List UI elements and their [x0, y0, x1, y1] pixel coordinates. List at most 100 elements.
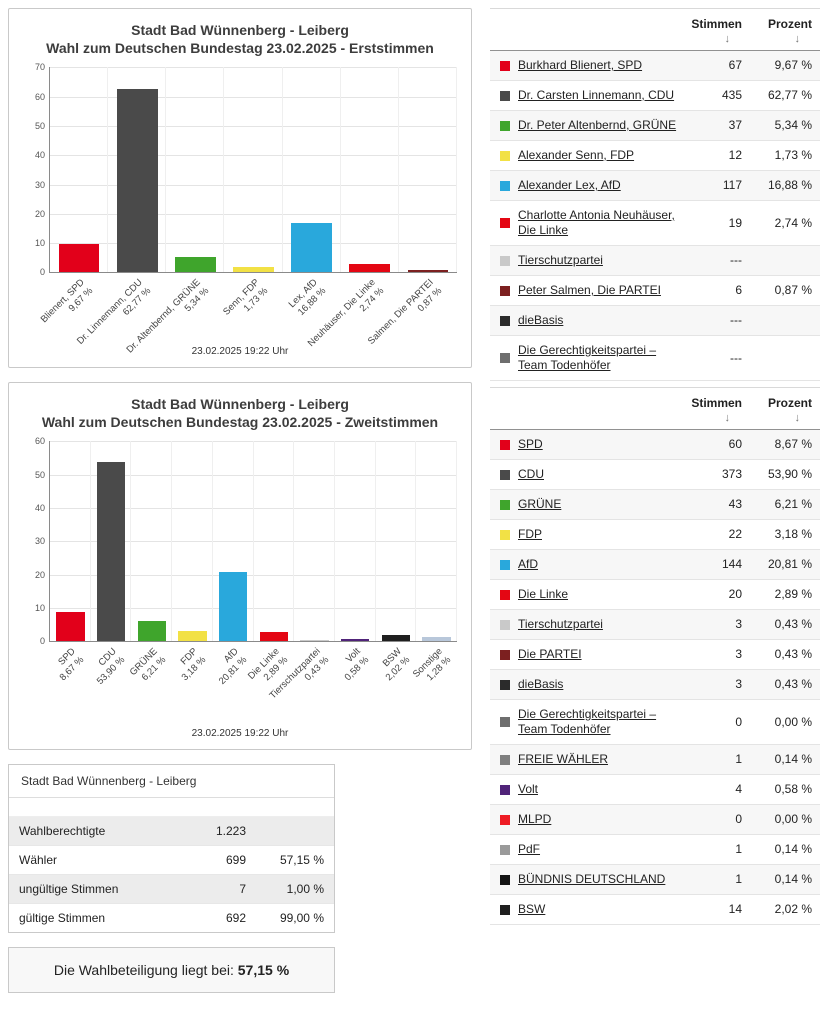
sort-stimmen-icon[interactable]: ↓	[725, 34, 743, 45]
party-color-swatch	[500, 754, 510, 765]
sort-prozent-icon[interactable]: ↓	[795, 34, 813, 45]
party-link[interactable]: Die Gerechtigkeitspartei – Team Todenhöf…	[518, 707, 657, 736]
prozent-value: 2,74 %	[774, 215, 812, 230]
prozent-value: 3,18 %	[774, 527, 812, 541]
prozent-value: 1,73 %	[774, 148, 812, 162]
table-row: PdF 1 0,14 %	[490, 835, 820, 865]
erststimmen-plot-area: 0 10 20 30 40 50 60 70 Blienert, SPD 9,67 % Dr. Li…	[35, 62, 457, 356]
party-link[interactable]: Charlotte Antonia Neuhäuser, Die Linke	[518, 208, 675, 237]
party-link[interactable]: Alexander Senn, FDP	[518, 148, 635, 162]
gridline-vertical	[397, 67, 399, 273]
party-link[interactable]: SPD	[518, 437, 543, 451]
stimmen-value: 117	[722, 178, 742, 192]
table-header: Stimmen ↓ Prozent ↓	[490, 387, 820, 430]
table-row: Dr. Peter Altenbernd, GRÜNE 37 5,34 %	[490, 111, 820, 141]
gridline	[50, 184, 457, 186]
party-link[interactable]: Die Linke	[518, 587, 569, 601]
summary-percent: 99,00 %	[279, 911, 324, 925]
chart-timestamp: 23.02.2025 19:22 Uhr	[191, 728, 289, 739]
summary-label: Wahlberechtigte	[19, 824, 106, 838]
right-column: Stimmen ↓ Prozent ↓ Burkhard Blienert, SPD 67…	[490, 8, 820, 931]
party-color-swatch	[500, 874, 510, 885]
sort-stimmen-icon[interactable]: ↓	[725, 413, 743, 424]
table-row: MLPD 0 0,00 %	[490, 805, 820, 835]
gridline	[50, 96, 457, 98]
table-row: Volt 4 0,58 %	[490, 775, 820, 805]
party-color-swatch	[500, 619, 510, 630]
summary-row: Wähler 699 57,15 %	[9, 846, 334, 875]
prozent-value: 0,14 %	[774, 872, 812, 886]
party-link[interactable]: CDU	[518, 467, 544, 481]
prozent-value: 20,81 %	[767, 557, 812, 571]
summary-row: gültige Stimmen 692 99,00 %	[9, 904, 334, 932]
party-link[interactable]: Die Gerechtigkeitspartei – Team Todenhöf…	[518, 343, 657, 372]
gridline-vertical	[456, 67, 457, 273]
table-row: Peter Salmen, Die PARTEI 6 0,87 %	[490, 276, 820, 306]
y-axis-tick: 60	[34, 436, 45, 447]
party-link[interactable]: Peter Salmen, Die PARTEI	[518, 283, 661, 297]
party-link[interactable]: dieBasis	[518, 677, 564, 691]
party-color-swatch	[500, 499, 510, 510]
stimmen-value: 0	[735, 714, 742, 729]
stimmen-value: 144	[721, 557, 742, 571]
bar-tierschutzpartei	[300, 639, 329, 642]
gridline-vertical	[456, 441, 457, 642]
summary-label: Wähler	[19, 853, 58, 867]
summary-percent: 57,15 %	[279, 853, 324, 867]
bar-afd	[218, 572, 248, 642]
column-header-label: Prozent	[767, 17, 812, 31]
stimmen-value: 22	[728, 527, 742, 541]
party-link[interactable]: PdF	[518, 842, 541, 856]
left-column: Stadt Bad Wünnenberg - Leiberg Wahl zum …	[8, 8, 472, 993]
stimmen-value: 12	[728, 148, 742, 162]
bar-dr-altenbernd-grüne	[175, 256, 216, 273]
gridline-vertical	[165, 67, 167, 273]
stimmen-value: ---	[730, 350, 742, 365]
table-row: FREIE WÄHLER 1 0,14 %	[490, 745, 820, 775]
table-header: Stimmen ↓ Prozent ↓	[490, 8, 820, 51]
prozent-value: 6,21 %	[774, 497, 812, 511]
party-color-swatch	[500, 679, 510, 690]
party-link[interactable]: dieBasis	[518, 313, 564, 327]
column-header-label: Prozent	[767, 396, 812, 410]
bar-blienert-spd	[58, 244, 100, 273]
party-link[interactable]: FDP	[518, 527, 542, 541]
party-link[interactable]: AfD	[518, 557, 539, 571]
party-link[interactable]: Alexander Lex, AfD	[518, 178, 621, 192]
party-link[interactable]: Tierschutzpartei	[518, 253, 603, 267]
table-row: Die Gerechtigkeitspartei – Team Todenhöf…	[490, 700, 820, 745]
sort-prozent-icon[interactable]: ↓	[795, 413, 813, 424]
party-link[interactable]: Tierschutzpartei	[518, 617, 603, 631]
gridline-vertical	[171, 441, 173, 642]
stimmen-value: 1	[735, 842, 742, 856]
party-link[interactable]: Volt	[518, 782, 539, 796]
party-link[interactable]: MLPD	[518, 812, 552, 826]
party-link[interactable]: GRÜNE	[518, 497, 562, 511]
stimmen-value: 6	[735, 283, 742, 297]
party-link[interactable]: Dr. Peter Altenbernd, GRÜNE	[518, 118, 677, 132]
bar-salmen-die-partei	[407, 269, 449, 273]
party-link[interactable]: FREIE WÄHLER	[518, 752, 609, 766]
gridline	[50, 125, 457, 127]
gridline-vertical	[281, 67, 283, 273]
party-color-swatch	[500, 285, 510, 296]
party-link[interactable]: BÜNDNIS DEUTSCHLAND	[518, 872, 666, 886]
gridline	[50, 474, 457, 476]
table-row: Tierschutzpartei 3 0,43 %	[490, 610, 820, 640]
table-row: BSW 14 2,02 %	[490, 895, 820, 925]
gridline	[50, 608, 457, 610]
prozent-value: 0,58 %	[774, 782, 812, 796]
party-link[interactable]: Die PARTEI	[518, 647, 582, 661]
gridline	[50, 155, 457, 157]
party-link[interactable]: BSW	[518, 902, 546, 916]
gridline-vertical	[333, 441, 335, 642]
y-axis-tick: 30	[34, 536, 45, 547]
gridline-vertical	[293, 441, 295, 642]
party-color-swatch	[500, 218, 510, 228]
stimmen-value: 1	[735, 752, 742, 766]
stimmen-value: 3	[735, 647, 742, 661]
summary-spacer-row	[9, 798, 334, 817]
table-row: Die Gerechtigkeitspartei – Team Todenhöf…	[490, 336, 820, 381]
party-link[interactable]: Burkhard Blienert, SPD	[518, 58, 643, 72]
party-link[interactable]: Dr. Carsten Linnemann, CDU	[518, 88, 675, 102]
